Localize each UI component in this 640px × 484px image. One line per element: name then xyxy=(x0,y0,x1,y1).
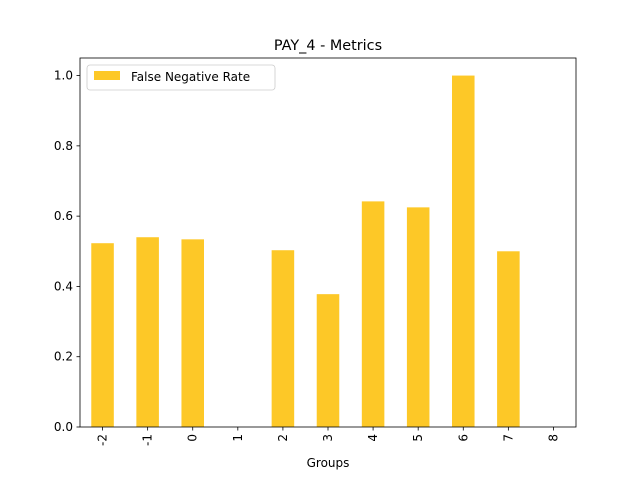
y-tick-label: 0.2 xyxy=(54,350,73,364)
x-tick-label: 7 xyxy=(501,434,515,442)
x-tick-label: 5 xyxy=(411,434,425,442)
y-tick-label: 0.4 xyxy=(54,279,73,293)
bar--1 xyxy=(136,237,159,427)
legend-swatch xyxy=(94,71,120,80)
y-tick-label: 0.8 xyxy=(54,139,73,153)
x-tick-label: -1 xyxy=(141,434,155,446)
y-tick-label: 1.0 xyxy=(54,69,73,83)
axes-frame xyxy=(79,57,577,428)
y-tick-label: 0.0 xyxy=(54,420,73,434)
x-tick-label: 6 xyxy=(456,434,470,442)
bar-6 xyxy=(452,75,475,428)
bar-7 xyxy=(497,251,520,427)
x-tick-label: 0 xyxy=(186,434,200,442)
x-axis-label: Groups xyxy=(307,456,350,470)
bar-0 xyxy=(181,239,204,427)
legend-label: False Negative Rate xyxy=(131,70,250,84)
x-tick-label: 4 xyxy=(366,434,380,442)
bar-4 xyxy=(361,201,385,427)
y-tick-label: 0.6 xyxy=(54,209,73,223)
bar-5 xyxy=(406,207,430,427)
x-tick-label: 3 xyxy=(321,434,335,442)
bar-3 xyxy=(316,294,340,427)
x-tick-label: 1 xyxy=(231,434,245,442)
bar--2 xyxy=(91,243,114,427)
x-tick-label: 2 xyxy=(276,434,290,442)
bar-2 xyxy=(271,250,295,427)
x-tick-label: -2 xyxy=(96,434,110,446)
chart-title: PAY_4 - Metrics xyxy=(274,38,382,54)
legend: False Negative Rate xyxy=(86,64,276,91)
x-tick-label: 8 xyxy=(546,434,560,442)
